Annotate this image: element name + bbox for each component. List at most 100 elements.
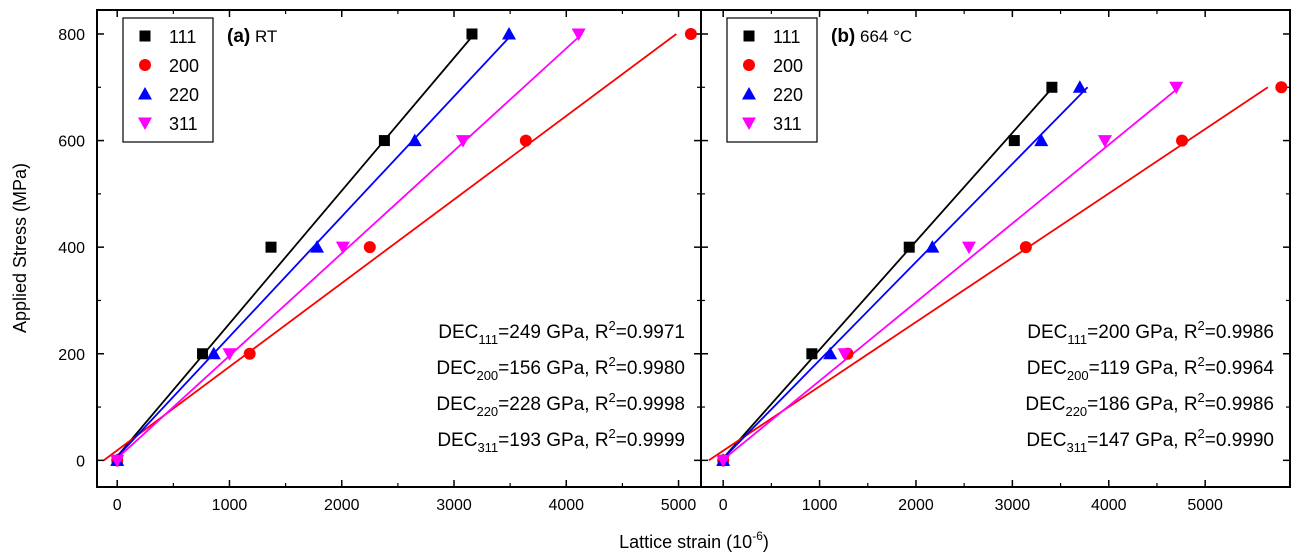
dec-value: =249 GPa, R — [498, 322, 608, 343]
data-point-311 — [110, 454, 125, 468]
data-point-111 — [903, 241, 915, 253]
data-point-220 — [310, 240, 325, 253]
legend-label: 200 — [773, 56, 803, 76]
dec-value: =228 GPa, R — [498, 394, 608, 415]
y-tick-label: 200 — [58, 347, 85, 364]
legend-label: 220 — [169, 85, 199, 105]
data-point-311 — [1169, 81, 1184, 95]
data-point-311 — [335, 241, 350, 255]
data-point-200 — [1275, 81, 1288, 94]
data-point-200 — [684, 27, 697, 40]
dec-annotation: DEC220=228 GPa, R2=0.9998 — [436, 390, 685, 419]
r2-value: =0.9998 — [616, 394, 685, 415]
r2-superscript: 2 — [609, 354, 616, 369]
r2-value: =0.9986 — [1205, 394, 1274, 415]
data-point-200 — [1019, 241, 1032, 254]
dec-subscript: 111 — [478, 332, 498, 347]
plot-frame — [700, 9, 1291, 488]
dec-subscript: 311 — [477, 440, 498, 455]
x-tick-label: 3000 — [436, 497, 472, 514]
dec-prefix: DEC — [436, 358, 476, 379]
dec-annotation: DEC111=200 GPa, R2=0.9986 — [1027, 318, 1274, 347]
legend-marker-311 — [138, 117, 152, 130]
legend-marker-111 — [139, 30, 151, 42]
dec-prefix: DEC — [1025, 394, 1065, 415]
x-tick-label: 1000 — [212, 497, 248, 514]
data-point-311 — [961, 241, 976, 255]
x-tick-label: 0 — [719, 497, 728, 514]
data-point-200 — [243, 347, 256, 360]
data-point-111 — [806, 348, 818, 360]
data-point-111 — [265, 241, 277, 253]
legend-marker-311 — [742, 117, 756, 130]
data-point-111 — [197, 348, 209, 360]
r2-superscript: 2 — [609, 390, 616, 405]
y-tick-label: 400 — [58, 240, 85, 257]
fit-line-111 — [113, 33, 475, 461]
fit-line-220 — [720, 86, 1089, 461]
dec-annotation: DEC311=193 GPa, R2=0.9999 — [437, 426, 685, 455]
dec-prefix: DEC — [1027, 358, 1067, 379]
data-point-111 — [466, 28, 478, 40]
dec-subscript: 200 — [1067, 368, 1089, 383]
r2-superscript: 2 — [609, 318, 616, 333]
r2-superscript: 2 — [1198, 354, 1205, 369]
x-tick-label: 4000 — [548, 497, 584, 514]
r2-value: =0.9971 — [616, 322, 685, 343]
legend-label: 111 — [773, 27, 800, 47]
dec-annotation: DEC111=249 GPa, R2=0.9971 — [438, 318, 685, 347]
panel-title: 664 °C — [855, 27, 912, 46]
x-tick-label: 2000 — [898, 497, 934, 514]
panel-title: RT — [250, 27, 277, 46]
dec-value: =186 GPa, R — [1087, 394, 1197, 415]
data-point-311 — [455, 135, 470, 148]
dec-value: =156 GPa, R — [498, 358, 608, 379]
x-tick-label: 0 — [113, 497, 122, 514]
legend-label: 111 — [169, 27, 196, 47]
legend-marker-200 — [743, 59, 755, 71]
data-point-220 — [502, 26, 517, 40]
dec-annotation: DEC220=186 GPa, R2=0.9986 — [1025, 390, 1274, 419]
dec-value: =200 GPa, R — [1087, 322, 1197, 343]
data-point-311 — [571, 28, 586, 41]
dec-subscript: 200 — [476, 368, 498, 383]
panel-a: 0 1000 2000 3000 4000 5000 0 200 400 600 800 111 200… — [58, 9, 702, 514]
data-point-311 — [222, 348, 237, 361]
y-tick-label: 0 — [76, 453, 85, 470]
legend-label: 311 — [169, 114, 198, 134]
data-point-111 — [1008, 135, 1020, 147]
dec-subscript: 111 — [1067, 332, 1087, 347]
panel-letter: (b) — [831, 26, 855, 47]
x-axis-title: Lattice strain (10-6) — [619, 529, 769, 552]
dec-annotation: DEC200=119 GPa, R2=0.9964 — [1027, 354, 1275, 383]
x-tick-label: 5000 — [1187, 497, 1223, 514]
panel-label: (b) 664 °C — [831, 26, 912, 47]
r2-superscript: 2 — [1198, 426, 1205, 441]
fit-line-200 — [708, 86, 1269, 462]
dec-subscript: 220 — [476, 404, 498, 419]
x-axis-title-text: Lattice strain (10 — [619, 532, 752, 552]
data-point-311 — [716, 454, 731, 468]
r2-value: =0.9990 — [1205, 430, 1274, 451]
dec-prefix: DEC — [1027, 322, 1067, 343]
dec-subscript: 220 — [1065, 404, 1087, 419]
legend-marker-111 — [743, 30, 755, 42]
fit-line-311 — [721, 86, 1180, 462]
dec-prefix: DEC — [1026, 430, 1066, 451]
legend-box — [726, 17, 818, 143]
r2-value: =0.9986 — [1205, 322, 1274, 343]
legend-label: 311 — [773, 114, 802, 134]
x-axis-title-exponent: -6 — [752, 529, 763, 543]
panel-letter: (a) — [227, 26, 250, 47]
data-point-111 — [1046, 81, 1058, 93]
dec-annotation: DEC200=156 GPa, R2=0.9980 — [436, 354, 685, 383]
x-tick-label: 2000 — [324, 497, 360, 514]
x-tick-label: 5000 — [661, 497, 697, 514]
fit-line-111 — [720, 86, 1054, 461]
x-tick-label: 4000 — [1091, 497, 1127, 514]
dec-prefix: DEC — [436, 394, 476, 415]
fit-line-311 — [114, 33, 583, 462]
dec-value: =119 GPa, R — [1089, 358, 1198, 379]
dec-annotation: DEC311=147 GPa, R2=0.9990 — [1026, 426, 1274, 455]
legend-label: 220 — [773, 85, 803, 105]
